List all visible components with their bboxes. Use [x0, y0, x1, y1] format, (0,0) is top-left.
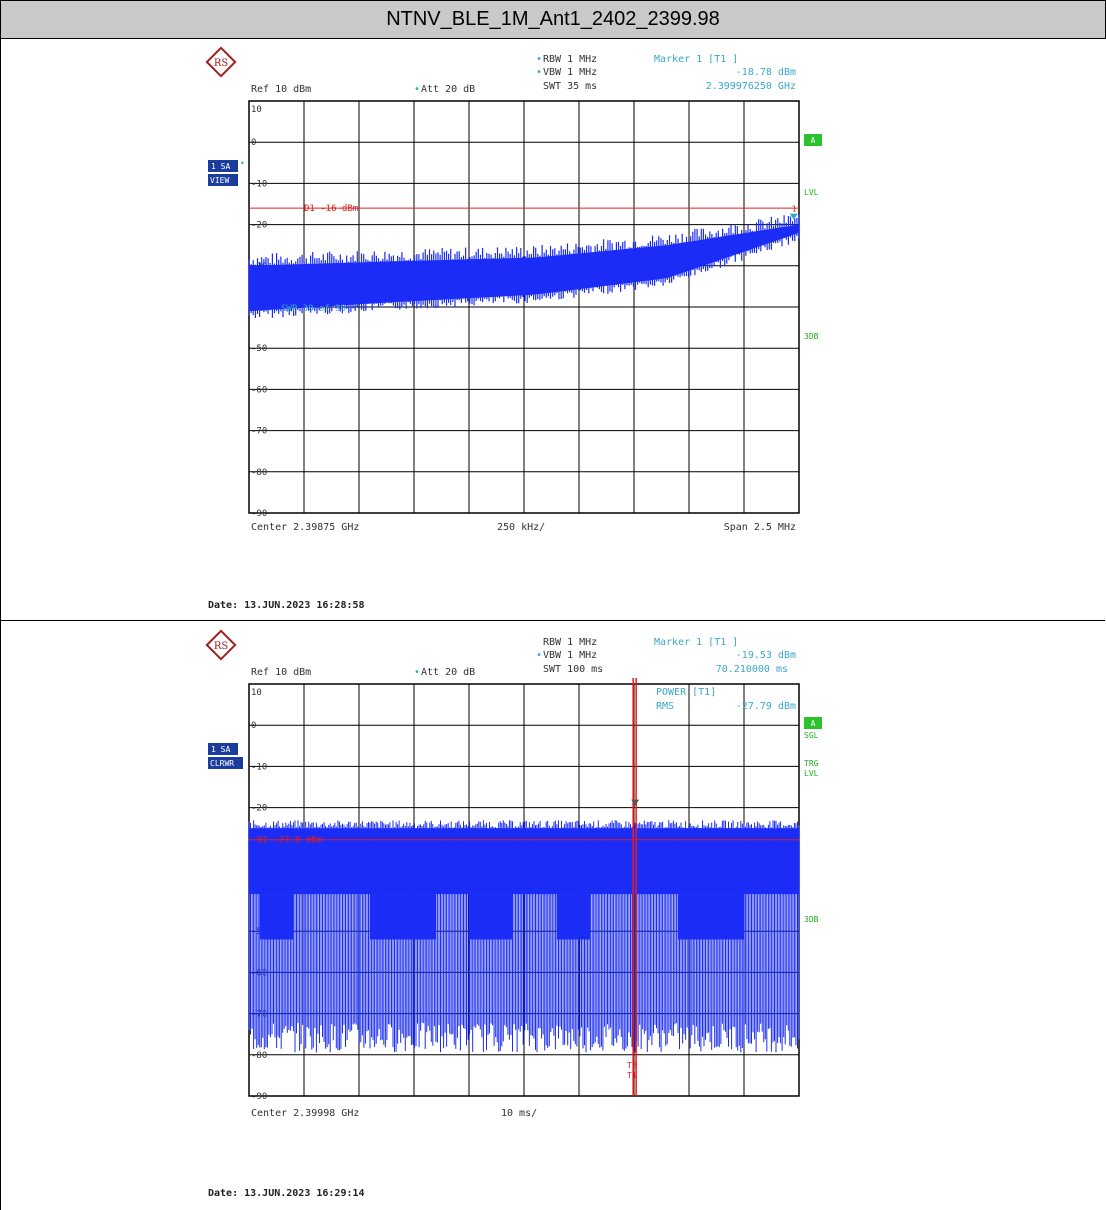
page-title: NTNV_BLE_1M_Ant1_2402_2399.98 — [0, 0, 1106, 39]
capture-date: Date: 13.JUN.2023 16:29:14 — [208, 1188, 365, 1199]
svg-text:RS: RS — [214, 641, 229, 652]
y-tick-label: -20 — [251, 804, 267, 814]
marker-triangle-icon — [789, 213, 798, 220]
marker-title: Marker 1 [T1 ] — [654, 637, 738, 648]
3db-side-label: 3DB — [804, 332, 819, 341]
lvl-side-label: LVL — [804, 188, 819, 197]
sweep-count: SWP 30 of 30 — [281, 304, 346, 314]
y-tick-label: -60 — [251, 968, 267, 978]
y-tick-label: 0 — [251, 721, 256, 731]
y-tick-label: -10 — [251, 179, 267, 189]
trg-side-label: TRG — [804, 759, 819, 768]
trace-badge — [208, 743, 238, 755]
y-tick-label: -70 — [251, 427, 267, 437]
svg-text:•: • — [536, 650, 542, 661]
center-frequency: Center 2.39998 GHz — [251, 1108, 359, 1119]
capture-date: Date: 13.JUN.2023 16:28:58 — [208, 600, 365, 611]
trace-burst-block — [557, 894, 590, 940]
rbw-label: RBW 1 MHz — [543, 54, 597, 65]
vbw-label: VBW 1 MHz — [543, 67, 597, 78]
y-tick-label: -50 — [251, 344, 267, 354]
marker-triangle-icon — [631, 799, 640, 806]
marker-flag: 1 — [792, 205, 797, 214]
swt-label: SWT 100 ms — [543, 664, 603, 675]
spectrum-screenshot-2: RS RBW 1 MHz • VBW 1 MHz SWT 100 ms Mark… — [0, 621, 1105, 1210]
trace-badge-label: 1 SA — [211, 162, 230, 171]
span-label: Span 2.5 MHz — [724, 522, 796, 533]
vbw-label: VBW 1 MHz — [543, 650, 597, 661]
x-division: 10 ms/ — [501, 1108, 537, 1119]
trace-badge-label: 1 SA — [211, 745, 230, 754]
trace-mode-label: CLRWR — [210, 759, 234, 768]
svg-text:A: A — [811, 136, 816, 145]
sgl-side-label: SGL — [804, 731, 819, 740]
svg-text:A: A — [811, 719, 816, 728]
trace-burst-block — [260, 894, 293, 940]
svg-text:•: • — [414, 84, 420, 95]
trace-spikes — [248, 214, 800, 318]
rs-logo-icon: RS — [205, 46, 237, 78]
rbw-label: RBW 1 MHz — [543, 637, 597, 648]
trace-burst-block — [678, 894, 744, 940]
y-tick-label: -60 — [251, 385, 267, 395]
rms-label: RMS — [656, 701, 674, 712]
y-tick-label: -10 — [251, 762, 267, 772]
display-line-label: D1 -16 dBm — [304, 204, 358, 214]
y-tick-label: 10 — [251, 688, 262, 698]
attenuation: Att 20 dB — [421, 84, 475, 95]
trace-burst-block — [469, 894, 513, 940]
y-tick-label: -80 — [251, 468, 267, 478]
trace-mode-label: VIEW — [210, 176, 229, 185]
svg-text:•: • — [536, 67, 542, 78]
y-tick-label: -80 — [251, 1051, 267, 1061]
ref-level: Ref 10 dBm — [251, 84, 311, 95]
svg-text:RS: RS — [214, 58, 229, 69]
spectrum-plot-2: RS RBW 1 MHz • VBW 1 MHz SWT 100 ms Mark… — [205, 629, 822, 1199]
center-frequency: Center 2.39875 GHz — [251, 522, 359, 533]
screen-a-badge — [804, 717, 822, 729]
y-tick-label: 10 — [251, 105, 262, 115]
rs-logo-icon: RS — [205, 629, 237, 661]
lvl-side-label: LVL — [804, 769, 819, 778]
3db-side-label: 3DB — [804, 915, 819, 924]
rms-value: -27.79 dBm — [736, 701, 796, 712]
y-tick-label: -70 — [251, 1010, 267, 1020]
marker-level: -18.78 dBm — [736, 67, 796, 78]
ref-level: Ref 10 dBm — [251, 667, 311, 678]
svg-text:•: • — [240, 159, 245, 168]
y-tick-label: -20 — [251, 221, 267, 231]
x-division: 250 kHz/ — [497, 522, 545, 533]
marker-position: 2.399976250 GHz — [706, 81, 796, 92]
attenuation: Att 20 dB — [421, 667, 475, 678]
display-line-label: D1 -27.8 dBm — [257, 836, 322, 846]
y-tick-label: 0 — [251, 138, 256, 148]
marker-level: -19.53 dBm — [736, 650, 796, 661]
y-tick-label: -90 — [251, 1092, 267, 1102]
svg-text:•: • — [414, 667, 420, 678]
svg-text:•: • — [536, 54, 542, 65]
spectrum-plot-1: RS • RBW 1 MHz • VBW 1 MHz SWT 35 ms Mar… — [205, 46, 822, 611]
trace-burst-block — [370, 894, 436, 940]
screen-a-badge — [804, 134, 822, 146]
y-tick-label: -50 — [251, 927, 267, 937]
power-label: POWER [T1] — [656, 687, 716, 698]
marker-title: Marker 1 [T1 ] — [654, 54, 738, 65]
marker-position: 70.210000 ms — [716, 664, 788, 675]
trace-badge — [208, 160, 238, 172]
spectrum-screenshot-1: RS • RBW 1 MHz • VBW 1 MHz SWT 35 ms Mar… — [0, 38, 1105, 621]
t2-label: T2 — [627, 1061, 637, 1070]
y-tick-label: -90 — [251, 509, 267, 519]
swt-label: SWT 35 ms — [543, 81, 597, 92]
t1-label: T1 — [627, 1071, 637, 1080]
